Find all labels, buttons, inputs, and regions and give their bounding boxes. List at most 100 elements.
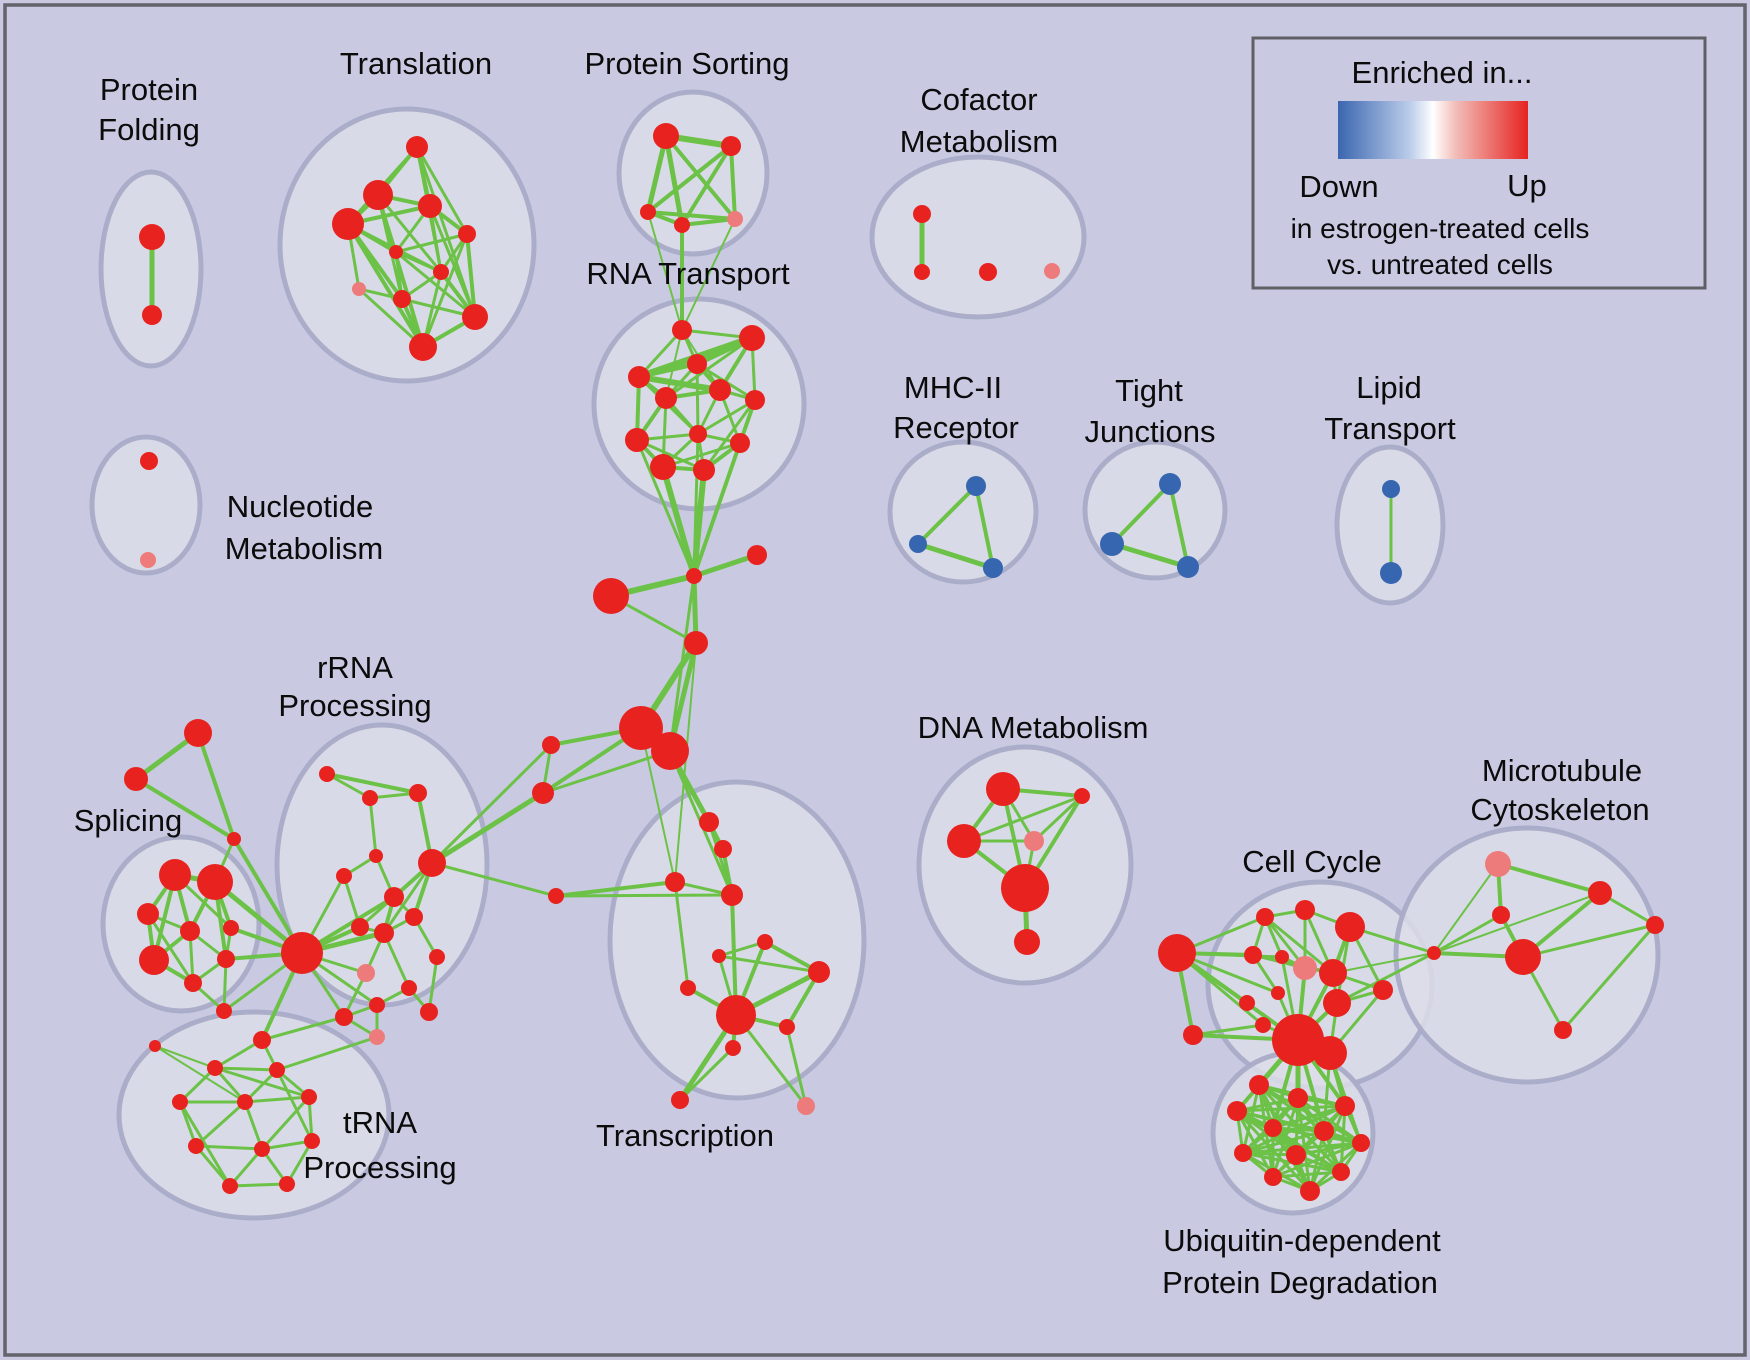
rna-transport-label: RNA Transport xyxy=(586,256,790,291)
edge xyxy=(346,222,425,349)
node-tq3 xyxy=(172,1094,188,1110)
node-cc5 xyxy=(1244,946,1262,964)
edge xyxy=(194,1100,247,1148)
node-cc3 xyxy=(1295,900,1315,920)
node-rr15 xyxy=(420,1003,438,1021)
edge xyxy=(645,133,669,215)
legend-title: Enriched in... xyxy=(1352,55,1533,90)
edge xyxy=(541,749,672,795)
edge xyxy=(213,1066,311,1099)
edge xyxy=(673,880,690,990)
node-tq9 xyxy=(222,1178,238,1194)
node-mh0 xyxy=(966,476,986,496)
edge xyxy=(465,232,477,319)
edge xyxy=(674,642,697,883)
node-rt0 xyxy=(672,320,692,340)
node-ta xyxy=(184,719,212,747)
node-cf2 xyxy=(979,263,997,281)
node-cs0 xyxy=(686,568,702,584)
node-rt2 xyxy=(687,354,707,374)
edge xyxy=(1496,862,1602,895)
node-mt3 xyxy=(1505,939,1541,975)
node-ps0 xyxy=(653,123,679,149)
node-rt3 xyxy=(628,366,650,388)
node-cc11 xyxy=(1255,1017,1271,1033)
edge xyxy=(1433,892,1601,954)
edge xyxy=(696,398,757,436)
node-mh2 xyxy=(983,558,1003,578)
edge xyxy=(916,484,978,546)
edge xyxy=(646,210,737,221)
edge xyxy=(285,1139,314,1186)
node-tx2 xyxy=(665,872,685,892)
edge xyxy=(382,861,434,935)
edge xyxy=(243,1095,311,1104)
cofactor-metabolism-label-2: Metabolism xyxy=(900,124,1059,159)
node-rr1 xyxy=(362,790,378,806)
edge xyxy=(680,217,737,227)
edge xyxy=(1241,1129,1326,1155)
rrna-processing-label-2: Processing xyxy=(278,688,431,723)
edge xyxy=(228,1147,264,1188)
edge xyxy=(691,552,760,579)
nucleotide-metabolism-label-1: Nucleotide xyxy=(227,489,373,524)
edge xyxy=(1191,1023,1265,1037)
protein-sorting-ellipse xyxy=(616,89,770,257)
node-tq7 xyxy=(254,1141,270,1157)
node-mt4 xyxy=(1646,916,1664,934)
edge xyxy=(681,218,736,331)
edge xyxy=(1032,794,1084,843)
node-cs1 xyxy=(747,545,767,565)
node-ub11 xyxy=(1300,1181,1320,1201)
legend-subtitle-1: in estrogen-treated cells xyxy=(1291,213,1590,244)
edge xyxy=(415,145,469,236)
node-tx10 xyxy=(725,1040,741,1056)
edge xyxy=(635,438,696,578)
node-rr13 xyxy=(369,997,385,1013)
edge xyxy=(228,1182,289,1188)
edge xyxy=(647,211,683,331)
node-ps4 xyxy=(727,211,743,227)
node-ub9 xyxy=(1264,1168,1282,1186)
edge xyxy=(213,1066,279,1072)
node-lp1 xyxy=(1380,562,1402,584)
edge xyxy=(1109,541,1191,570)
node-tx3 xyxy=(721,884,743,906)
tight-junctions-label-2: Junctions xyxy=(1085,414,1216,449)
node-tq10 xyxy=(279,1176,295,1192)
node-rt9 xyxy=(730,433,750,453)
edge xyxy=(974,484,995,570)
node-tx9 xyxy=(779,1019,795,1035)
node-rr9 xyxy=(374,923,394,943)
node-rr2 xyxy=(409,784,427,802)
node-tx4 xyxy=(757,934,773,950)
edge xyxy=(428,204,477,319)
edge xyxy=(717,954,821,974)
nucleotide-metabolism-ellipse xyxy=(89,434,203,576)
node-rr11 xyxy=(401,980,417,996)
edge xyxy=(243,1100,264,1151)
node-tx8 xyxy=(716,995,756,1035)
edge xyxy=(1110,482,1172,546)
label-layer: Protein Folding Translation Protein Sorting… xyxy=(74,46,1650,1300)
tight-junctions-label-1: Tight xyxy=(1115,373,1183,408)
node-tj0 xyxy=(1159,473,1181,495)
node-cf3 xyxy=(1044,263,1060,279)
edge xyxy=(430,861,558,898)
node-tx5 xyxy=(712,949,726,963)
node-ub1 xyxy=(1288,1088,1308,1108)
nucleotide-metabolism-label-2: Metabolism xyxy=(225,531,384,566)
edge xyxy=(1332,952,1435,974)
node-tx6 xyxy=(808,961,830,983)
node-tx7 xyxy=(680,980,696,996)
edge xyxy=(1294,1141,1363,1157)
node-cf0 xyxy=(913,205,931,223)
edge xyxy=(357,287,425,349)
edge xyxy=(178,1066,217,1104)
node-rr5 xyxy=(336,868,352,884)
transcription-label: Transcription xyxy=(596,1118,774,1153)
node-jt xyxy=(227,832,241,846)
legend-gradient-bar xyxy=(1338,101,1528,159)
